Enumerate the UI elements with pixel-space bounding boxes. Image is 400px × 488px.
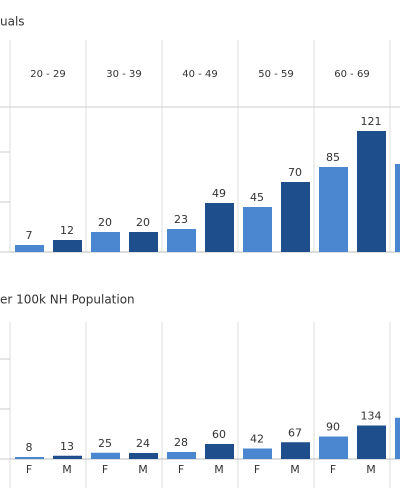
bar — [129, 453, 158, 459]
x-sub-label: M — [366, 463, 376, 476]
bar — [395, 164, 400, 252]
bar — [357, 425, 386, 459]
data-label: 121 — [361, 115, 382, 128]
bar — [319, 436, 348, 459]
data-label: 85 — [326, 151, 340, 164]
bar — [53, 240, 82, 252]
bar — [15, 245, 44, 252]
data-label: 70 — [288, 166, 302, 179]
bar — [129, 232, 158, 252]
bar — [167, 229, 196, 252]
x-sub-label: F — [178, 463, 184, 476]
x-sub-label: M — [138, 463, 148, 476]
column-header: 20 - 29 — [30, 69, 65, 80]
bar — [91, 232, 120, 252]
x-sub-label: F — [254, 463, 260, 476]
data-label: 20 — [98, 216, 112, 229]
data-label: 42 — [250, 433, 264, 446]
data-label: 25 — [98, 437, 112, 450]
bar — [53, 455, 82, 459]
chart-title: uals — [0, 15, 25, 29]
data-label: 20 — [136, 216, 150, 229]
bar — [91, 452, 120, 459]
data-label: 23 — [174, 213, 188, 226]
bar — [281, 442, 310, 459]
bar — [281, 182, 310, 252]
bar — [357, 131, 386, 252]
x-sub-label: M — [290, 463, 300, 476]
x-sub-label: M — [62, 463, 72, 476]
bar — [15, 457, 44, 459]
x-sub-label: M — [214, 463, 224, 476]
data-label: 13 — [60, 440, 74, 453]
chart-title: er 100k NH Population — [0, 293, 135, 307]
data-label: 12 — [60, 224, 74, 237]
x-sub-label: F — [26, 463, 32, 476]
bar — [205, 444, 234, 459]
data-label: 67 — [288, 426, 302, 439]
data-label: 45 — [250, 191, 264, 204]
bar — [243, 448, 272, 459]
data-label: 90 — [326, 421, 340, 434]
bar — [243, 207, 272, 252]
data-label: 28 — [174, 436, 188, 449]
data-label: 134 — [361, 410, 382, 423]
bar — [319, 167, 348, 252]
data-label: 60 — [212, 428, 226, 441]
x-sub-label: F — [330, 463, 336, 476]
data-label: 8 — [26, 441, 33, 454]
column-header: 60 - 69 — [334, 69, 369, 80]
data-label: 7 — [26, 229, 33, 242]
data-label: 24 — [136, 437, 150, 450]
x-sub-label: F — [102, 463, 108, 476]
column-header: 30 - 39 — [106, 69, 141, 80]
bar — [395, 417, 400, 459]
bar — [205, 203, 234, 252]
column-header: 50 - 59 — [258, 69, 293, 80]
data-label: 49 — [212, 187, 226, 200]
column-header: 40 - 49 — [182, 69, 217, 80]
bar — [167, 452, 196, 459]
